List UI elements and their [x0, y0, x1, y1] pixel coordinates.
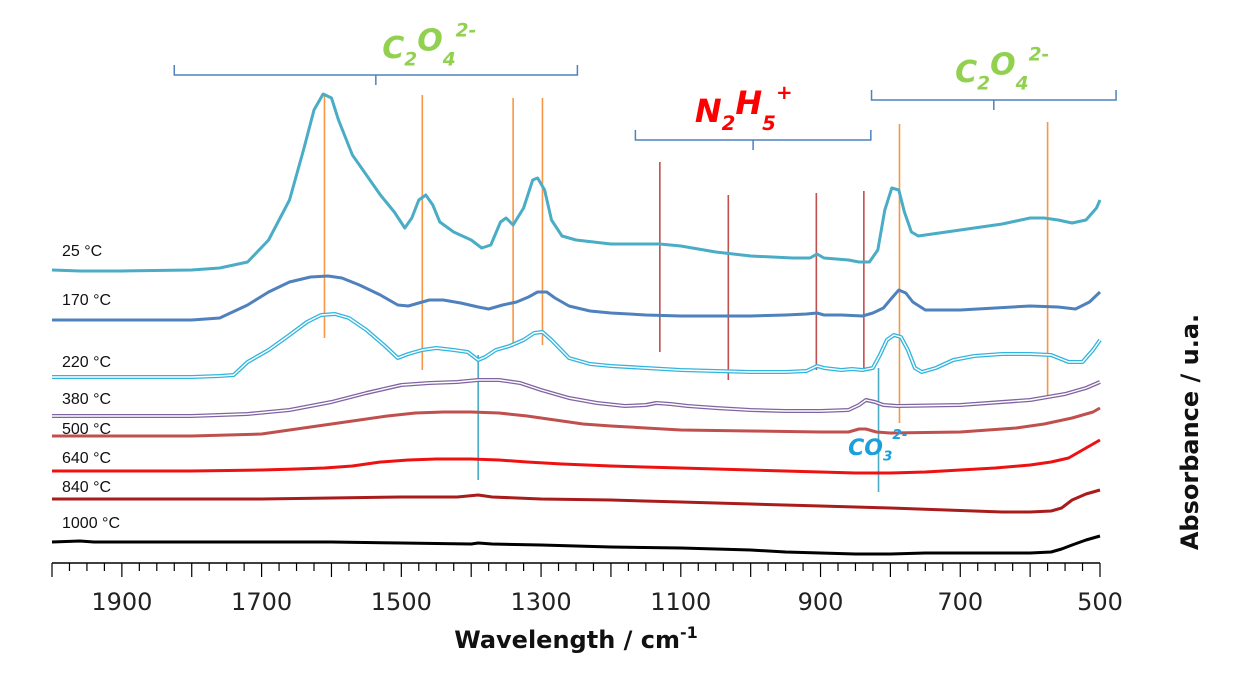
ion-label-part: +	[776, 81, 793, 104]
assignment-bracket	[870, 90, 1117, 110]
ion-label: CO32-	[848, 427, 907, 464]
ion-label-part: 2	[977, 74, 990, 95]
ion-label-part: H	[735, 84, 762, 122]
ion-label-part: 2	[722, 112, 736, 135]
ion-label-part: C	[955, 55, 977, 90]
x-axis: 1900 1700 1500 1300 1100 900 700 500	[51, 562, 1123, 616]
series-380c-outer	[52, 378, 1101, 418]
x-tick-label: 1700	[231, 588, 292, 616]
series-25c	[51, 92, 1102, 273]
series-170c	[52, 274, 1102, 322]
x-axis-title: Wavelength / cm-1	[454, 623, 698, 654]
series-840c	[52, 488, 1101, 514]
assignment-bracket	[173, 65, 579, 85]
series-380c-inner	[52, 379, 1101, 417]
x-tick-label: 1900	[91, 588, 152, 616]
ion-label-part: 4	[1015, 74, 1029, 95]
x-tick-label: 500	[1077, 588, 1123, 616]
x-tick-label: 1100	[650, 588, 711, 616]
ion-label-part: 2-	[1029, 44, 1050, 65]
series-220c-outer	[52, 312, 1102, 379]
temperature-label: 170 °C	[62, 292, 111, 309]
ion-label-part: C	[382, 31, 404, 66]
ion-label: C2O42-	[955, 44, 1049, 94]
y-axis-title: Absorbance / u.a.	[1176, 314, 1204, 550]
ion-annotations: C2O42-C2O42-N2H5+CO32-	[382, 20, 1049, 464]
temperature-label: 1000 °C	[62, 515, 120, 532]
ion-label-part: N	[695, 92, 722, 130]
temperature-labels: 25 °C 170 °C 220 °C 380 °C 500 °C 640 °C 840 °…	[62, 243, 120, 532]
ion-label-part: 4	[442, 50, 456, 71]
x-tick-label: 1500	[371, 588, 432, 616]
assignment-brackets	[173, 65, 1117, 150]
ion-label-part: 3	[883, 449, 892, 465]
temperature-label: 380 °C	[62, 391, 111, 408]
ion-label-part: 2	[404, 50, 417, 71]
spectra-series	[51, 92, 1102, 556]
series-220c-inner	[52, 313, 1101, 378]
ion-label-part: CO	[848, 436, 883, 461]
x-tick-label: 900	[798, 588, 844, 616]
ion-label-part: 5	[762, 112, 776, 135]
x-tick-label: 700	[937, 588, 983, 616]
series-1000c	[51, 534, 1101, 556]
series-500c	[52, 406, 1101, 438]
ion-label-part: O	[417, 24, 443, 59]
ion-label: N2H5+	[695, 81, 793, 135]
temperature-label: 220 °C	[62, 354, 111, 371]
x-tick-label: 1300	[511, 588, 572, 616]
ion-label-part: O	[990, 48, 1016, 83]
temperature-label: 640 °C	[62, 450, 111, 467]
temperature-label: 840 °C	[62, 479, 111, 496]
ion-label: C2O42-	[382, 20, 476, 70]
x-axis-title-text: Wavelength / cm	[454, 626, 680, 654]
assignment-bracket	[634, 130, 872, 150]
temperature-label: 25 °C	[62, 243, 102, 260]
ion-label-part: 2-	[892, 427, 907, 443]
temperature-label: 500 °C	[62, 421, 111, 438]
series-640c	[52, 438, 1101, 475]
ion-label-part: 2-	[456, 20, 477, 41]
x-axis-title-sup: -1	[680, 623, 698, 642]
